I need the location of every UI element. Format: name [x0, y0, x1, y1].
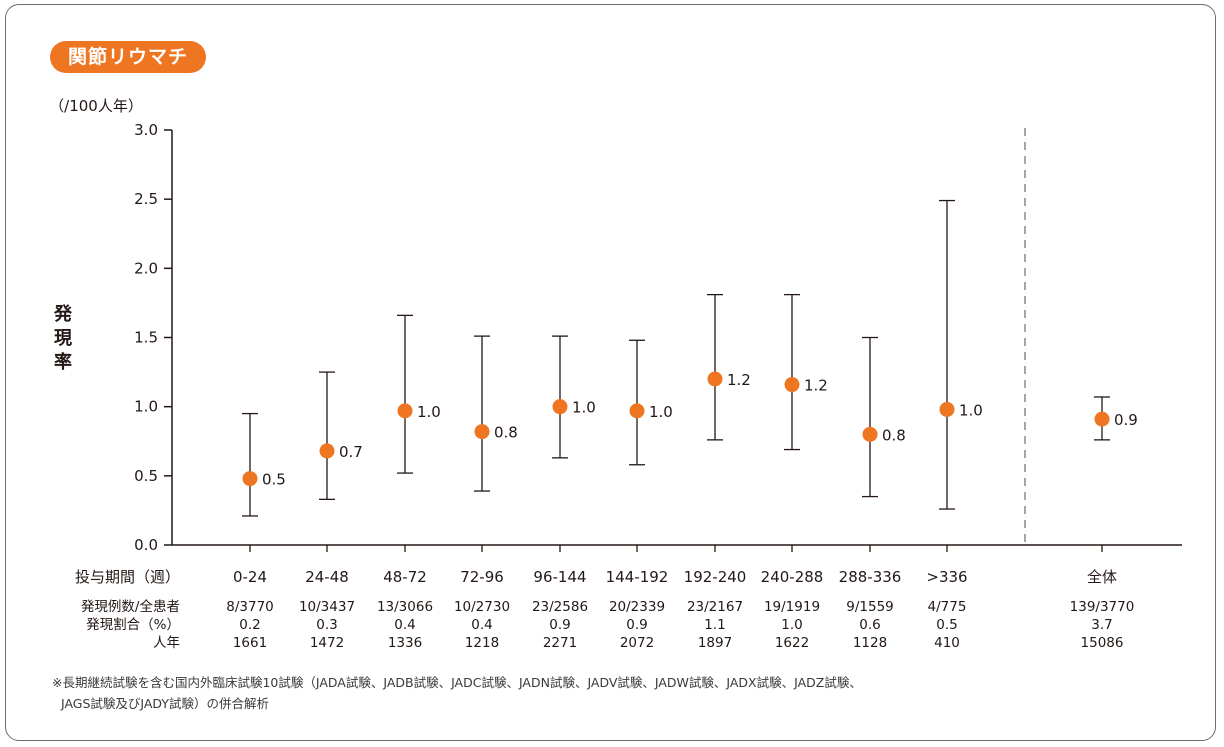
table-cell: 10/2730	[454, 599, 510, 615]
table-cell: 0.2	[239, 617, 260, 633]
table-cell: 1472	[310, 635, 344, 651]
x-tick-label: 24-48	[305, 568, 349, 586]
value-label: 1.0	[959, 401, 983, 419]
chart-panel	[5, 4, 1216, 741]
value-label: 0.9	[1114, 411, 1138, 429]
table-cell: 1661	[233, 635, 267, 651]
value-labels: 0.5 0.7 1.0 0.8 1.0 1.0 1.2 1.2 0.8 1.0 0.9	[262, 371, 1138, 489]
x-tick-label: 192-240	[684, 568, 747, 586]
x-tick-label: 96-144	[533, 568, 586, 586]
y-tick-label: 1.0	[134, 398, 158, 416]
value-label: 0.7	[339, 443, 363, 461]
x-tick-label: 240-288	[761, 568, 824, 586]
category-badge: 関節リウマチ	[50, 41, 207, 73]
table-row-label: 発現例数/全患者	[81, 598, 180, 615]
value-label: 1.0	[572, 399, 596, 417]
table-cell: 0.6	[859, 617, 880, 633]
table-cell: 1622	[775, 635, 809, 651]
table-cell: 19/1919	[764, 599, 820, 615]
y-axis-label: 発現率	[53, 303, 73, 373]
value-label: 1.2	[804, 377, 828, 395]
table-cell: 2072	[620, 635, 654, 651]
data-point	[474, 424, 490, 440]
value-label: 0.8	[494, 424, 518, 442]
x-tick-label: 48-72	[383, 568, 427, 586]
y-tick-label: 0.0	[134, 536, 158, 554]
table-cell: 0.4	[471, 617, 492, 633]
y-unit-label: （/100人年）	[49, 97, 143, 115]
y-ticks: 0.0 0.5 1.0 1.5 2.0 2.5 3.0	[134, 121, 1103, 554]
table-cell: 0.5	[936, 617, 957, 633]
x-tick-label: 72-96	[460, 568, 504, 586]
table-cell: 0.9	[549, 617, 570, 633]
data-point	[552, 399, 568, 415]
value-label: 1.0	[649, 403, 673, 421]
value-label: 0.5	[262, 471, 286, 489]
footnote-line-1: ※長期継続試験を含む国内外臨床試験10試験（JADA試験、JADB試験、JADC…	[52, 675, 862, 690]
table-cell: 2271	[543, 635, 577, 651]
table-cell: 410	[934, 635, 960, 651]
table-cell: 9/1559	[846, 599, 894, 615]
table-cell: 23/2586	[532, 599, 588, 615]
table-cell: 0.9	[626, 617, 647, 633]
table-cell: 8/3770	[226, 599, 274, 615]
table-cell: 1336	[388, 635, 422, 651]
chart-axes: （/100人年） 発現率	[49, 97, 1182, 546]
table-cell: 1.1	[704, 617, 725, 633]
y-tick-label: 2.5	[134, 190, 158, 208]
table-cell: 0.4	[394, 617, 415, 633]
y-tick-label: 0.5	[134, 467, 158, 485]
table-cell: 1218	[465, 635, 499, 651]
y-tick-label: 3.0	[134, 121, 158, 139]
data-point	[242, 471, 258, 487]
value-label: 0.8	[882, 426, 906, 444]
value-label: 1.0	[417, 403, 441, 421]
table-row-label: 発現割合（%）	[86, 616, 180, 633]
data-point	[319, 443, 335, 459]
x-tick-label: 0-24	[233, 568, 267, 586]
footnote-line-2: JAGS試験及びJADY試験）の併合解析	[61, 696, 270, 711]
table-cell: 1897	[698, 635, 732, 651]
footnote: ※長期継続試験を含む国内外臨床試験10試験（JADA試験、JADB試験、JADC…	[52, 672, 1202, 714]
data-point	[784, 377, 800, 393]
data-point	[707, 371, 723, 387]
table-cell: 15086	[1081, 635, 1124, 651]
error-bars	[242, 199, 1110, 517]
summary-table: 発現例数/全患者 8/3770 10/3437 13/3066 10/2730 23/25…	[81, 598, 1134, 651]
data-point	[1094, 411, 1110, 427]
data-point	[862, 426, 878, 442]
x-tick-labels: 0-24 24-48 48-72 72-96 96-144 144-192 192-240 2…	[75, 568, 1117, 586]
table-cell: 0.3	[316, 617, 337, 633]
y-tick-label: 1.5	[134, 329, 158, 347]
table-cell: 1.0	[781, 617, 802, 633]
data-points	[242, 371, 1110, 487]
table-cell: 20/2339	[609, 599, 665, 615]
table-cell: 10/3437	[299, 599, 355, 615]
data-point	[629, 403, 645, 419]
table-cell: 23/2167	[687, 599, 743, 615]
table-cell: 3.7	[1091, 617, 1112, 633]
x-tick-label: 288-336	[839, 568, 902, 586]
data-point	[939, 401, 955, 417]
y-tick-label: 2.0	[134, 259, 158, 277]
x-tick-label: 144-192	[606, 568, 669, 586]
value-label: 1.2	[727, 371, 751, 389]
data-point	[397, 403, 413, 419]
table-row-label: 人年	[153, 635, 180, 651]
x-tick-label: 全体	[1087, 568, 1117, 586]
x-tick-label: >336	[926, 568, 967, 586]
table-cell: 139/3770	[1070, 599, 1135, 615]
category-header: 投与期間（週）	[75, 568, 180, 586]
table-cell: 13/3066	[377, 599, 433, 615]
table-cell: 1128	[853, 635, 887, 651]
table-cell: 4/775	[928, 599, 967, 615]
